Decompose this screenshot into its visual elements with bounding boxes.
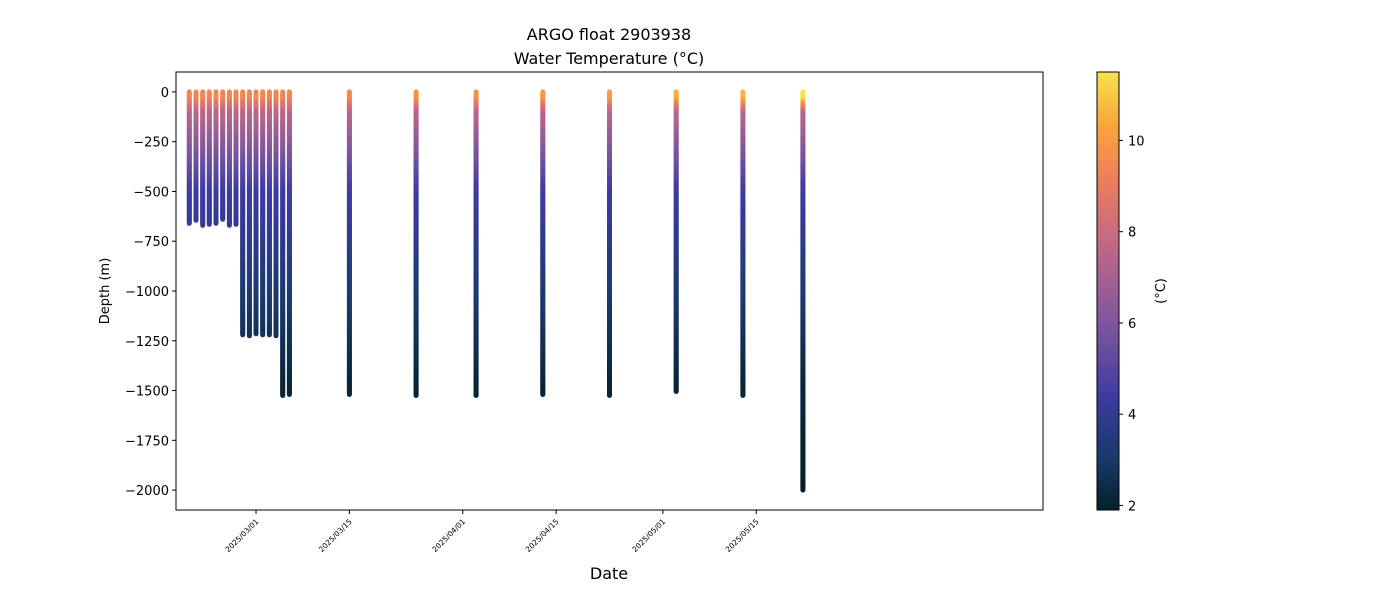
x-tick-label: 2025/03/15	[317, 517, 354, 554]
x-axis: 2025/03/01 2025/03/15 2025/04/01 2025/04/15…	[224, 510, 761, 554]
colorbar-tick-label: 4	[1128, 408, 1136, 423]
y-tick-label: −1000	[125, 285, 169, 300]
y-tick-label: −500	[133, 185, 169, 200]
colorbar-label: (°C)	[1154, 278, 1169, 304]
colorbar-tick-label: 10	[1128, 134, 1145, 149]
y-tick-label: −250	[133, 136, 169, 151]
x-tick-label: 2025/03/01	[224, 517, 261, 554]
colorbar-tick-label: 2	[1128, 499, 1136, 514]
x-tick-label: 2025/05/15	[724, 517, 761, 554]
colorbar	[1096, 71, 1120, 511]
x-tick-label: 2025/04/15	[524, 517, 561, 554]
profiles-layer	[186, 89, 806, 493]
x-tick-label: 2025/04/01	[430, 517, 467, 554]
y-axis: 0 −250 −500 −750 −1000 −1250 −1500 −1750 −2000	[125, 86, 176, 499]
chart-subtitle: Water Temperature (°C)	[514, 49, 704, 68]
chart-title: ARGO float 2903938	[527, 25, 691, 44]
x-axis-label: Date	[590, 564, 628, 583]
y-tick-label: −1250	[125, 335, 169, 350]
y-tick-label: −1500	[125, 385, 169, 400]
y-axis-label: Depth (m)	[98, 258, 113, 325]
y-tick-label: 0	[161, 86, 169, 101]
y-tick-label: −2000	[125, 484, 169, 499]
colorbar-tick-label: 8	[1128, 226, 1136, 241]
y-tick-label: −750	[133, 235, 169, 250]
y-tick-label: −1750	[125, 434, 169, 449]
colorbar-tick-label: 6	[1128, 317, 1136, 332]
colorbar-axis: 2 4 6 8 10	[1119, 134, 1145, 514]
x-tick-label: 2025/05/01	[630, 517, 667, 554]
